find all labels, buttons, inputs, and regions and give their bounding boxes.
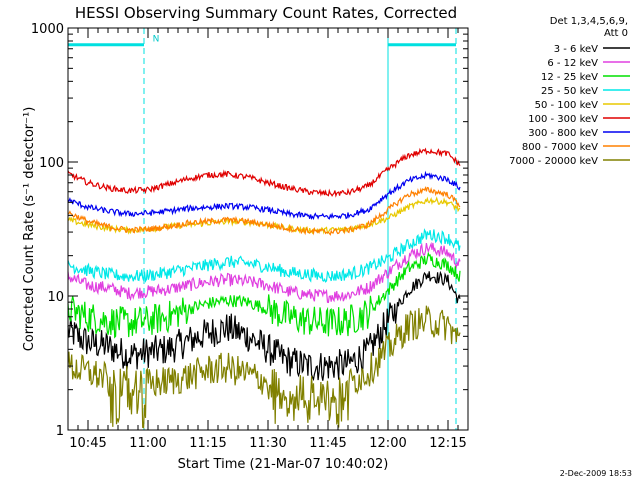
series-800-7000-kev-line — [67, 186, 461, 236]
series-300-800-kev-line — [67, 170, 461, 221]
x-tick-label: 11:30 — [249, 436, 286, 451]
series-6-12-kev-line — [67, 241, 461, 304]
x-tick-label: 10:45 — [69, 436, 106, 451]
y-axis: 1 10 100 1000 — [31, 22, 468, 439]
series-3-6-kev-line — [67, 270, 461, 382]
series-25-50-kev-line — [67, 228, 461, 283]
y-axis-label: Corrected Count Rate (s⁻¹ detector⁻¹) — [22, 107, 37, 352]
x-tick-label: 12:15 — [429, 436, 466, 451]
x-axis: 10:45 11:00 11:15 11:30 11:45 12:00 12:15 — [67, 28, 469, 451]
series-50-100-kev-line — [67, 196, 461, 235]
x-axis-label: Start Time (21-Mar-07 10:40:02) — [178, 457, 389, 472]
legend-label: 300 - 800 keV — [528, 128, 598, 139]
y-tick-label: 100 — [39, 156, 64, 171]
legend-label: 50 - 100 keV — [535, 100, 599, 111]
y-tick-label: 1 — [56, 424, 64, 439]
legend: Det 1,3,4,5,6,9,Att 0 3 - 6 keV 6 - 12 keV… — [509, 16, 630, 167]
legend-label: 800 - 7000 keV — [522, 142, 598, 153]
y-tick-label: 1000 — [31, 22, 64, 37]
legend-label: 25 - 50 keV — [541, 86, 598, 97]
legend-label: 3 - 6 keV — [554, 44, 598, 55]
x-tick-label: 11:45 — [309, 436, 346, 451]
legend-header-line: Det 1,3,4,5,6,9, — [550, 16, 628, 27]
legend-label: 12 - 25 keV — [541, 72, 598, 83]
chart-title: HESSI Observing Summary Count Rates, Cor… — [75, 4, 457, 22]
series-layer — [67, 147, 461, 429]
x-tick-label: 11:15 — [189, 436, 226, 451]
x-tick-label: 12:00 — [369, 436, 406, 451]
series-100-300-kev-line — [67, 147, 461, 198]
legend-header-line: Att 0 — [604, 28, 628, 39]
y-tick-label: 10 — [47, 290, 64, 305]
night-flag-label: N — [153, 35, 160, 45]
legend-label: 100 - 300 keV — [528, 114, 598, 125]
legend-label: 6 - 12 keV — [547, 58, 598, 69]
series-12-25-kev-line — [67, 251, 461, 339]
legend-label: 7000 - 20000 keV — [509, 156, 598, 167]
x-tick-label: 11:00 — [129, 436, 166, 451]
series-7000-20000-kev-line — [67, 305, 461, 429]
footer-timestamp: 2-Dec-2009 18:53 — [560, 469, 632, 478]
